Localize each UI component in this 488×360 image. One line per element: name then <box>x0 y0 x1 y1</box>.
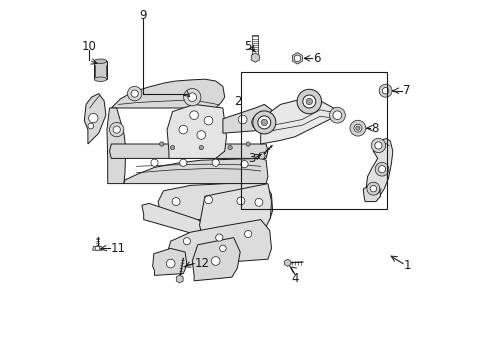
Polygon shape <box>167 104 226 158</box>
Circle shape <box>374 162 388 176</box>
Circle shape <box>215 234 223 241</box>
Circle shape <box>179 159 186 166</box>
Circle shape <box>88 113 98 123</box>
Circle shape <box>374 142 381 149</box>
Polygon shape <box>152 248 186 275</box>
Circle shape <box>113 126 120 133</box>
Circle shape <box>370 138 385 153</box>
Text: 6: 6 <box>312 52 320 65</box>
Ellipse shape <box>94 59 106 63</box>
Text: 3: 3 <box>247 152 255 165</box>
Text: 8: 8 <box>370 122 378 135</box>
Polygon shape <box>284 259 290 266</box>
Circle shape <box>212 159 219 166</box>
Polygon shape <box>84 94 106 144</box>
Polygon shape <box>292 53 302 64</box>
Polygon shape <box>94 61 106 79</box>
Circle shape <box>329 107 345 123</box>
Circle shape <box>172 198 180 206</box>
Polygon shape <box>260 99 337 144</box>
Circle shape <box>366 182 379 195</box>
Circle shape <box>88 123 94 129</box>
Text: 9: 9 <box>139 9 146 22</box>
Circle shape <box>151 159 158 166</box>
Text: 1: 1 <box>403 259 410 272</box>
Circle shape <box>211 257 220 265</box>
Bar <box>241 72 386 209</box>
Polygon shape <box>167 220 271 266</box>
Text: 4: 4 <box>290 273 298 285</box>
Circle shape <box>238 115 246 124</box>
Polygon shape <box>363 184 380 202</box>
Circle shape <box>251 115 265 130</box>
Polygon shape <box>92 247 102 250</box>
Polygon shape <box>192 238 240 281</box>
Circle shape <box>244 230 251 238</box>
Polygon shape <box>142 203 203 234</box>
Polygon shape <box>258 153 265 159</box>
Circle shape <box>245 142 250 146</box>
Circle shape <box>204 196 212 204</box>
Circle shape <box>378 84 391 97</box>
Text: 11: 11 <box>110 242 125 255</box>
Polygon shape <box>158 184 272 220</box>
Circle shape <box>332 111 341 120</box>
Polygon shape <box>366 139 392 199</box>
Polygon shape <box>107 108 125 184</box>
Circle shape <box>369 185 376 192</box>
Polygon shape <box>123 158 267 184</box>
Circle shape <box>257 116 270 129</box>
Circle shape <box>254 198 263 206</box>
Circle shape <box>296 89 321 114</box>
Polygon shape <box>251 53 259 62</box>
Text: 7: 7 <box>402 84 409 97</box>
Circle shape <box>95 246 100 251</box>
Polygon shape <box>176 275 183 283</box>
Circle shape <box>349 120 365 136</box>
Polygon shape <box>223 104 273 133</box>
Circle shape <box>355 126 359 130</box>
Circle shape <box>204 116 212 125</box>
Circle shape <box>170 145 174 150</box>
Circle shape <box>199 145 203 150</box>
Circle shape <box>131 90 138 97</box>
Circle shape <box>159 142 163 146</box>
Circle shape <box>302 95 315 108</box>
Circle shape <box>252 111 275 134</box>
Circle shape <box>261 119 267 126</box>
Circle shape <box>183 89 201 106</box>
Circle shape <box>166 259 175 268</box>
Circle shape <box>378 166 385 173</box>
Circle shape <box>179 125 187 134</box>
Circle shape <box>353 124 361 132</box>
Polygon shape <box>199 184 271 236</box>
Text: 12: 12 <box>194 257 209 270</box>
Ellipse shape <box>94 77 106 81</box>
Circle shape <box>227 145 232 150</box>
Circle shape <box>294 55 300 62</box>
Text: 10: 10 <box>81 40 96 53</box>
Circle shape <box>183 238 190 245</box>
Polygon shape <box>111 79 224 108</box>
Circle shape <box>219 245 225 252</box>
Circle shape <box>197 131 205 139</box>
Circle shape <box>187 93 196 102</box>
Text: 2: 2 <box>234 95 241 108</box>
Polygon shape <box>109 144 267 158</box>
Circle shape <box>189 111 198 120</box>
Circle shape <box>382 87 388 94</box>
Text: 5: 5 <box>243 40 250 53</box>
Circle shape <box>109 122 123 137</box>
Circle shape <box>241 161 247 168</box>
Circle shape <box>255 119 262 126</box>
Polygon shape <box>252 35 258 58</box>
Circle shape <box>305 98 312 105</box>
Circle shape <box>127 86 142 101</box>
Circle shape <box>237 197 244 205</box>
